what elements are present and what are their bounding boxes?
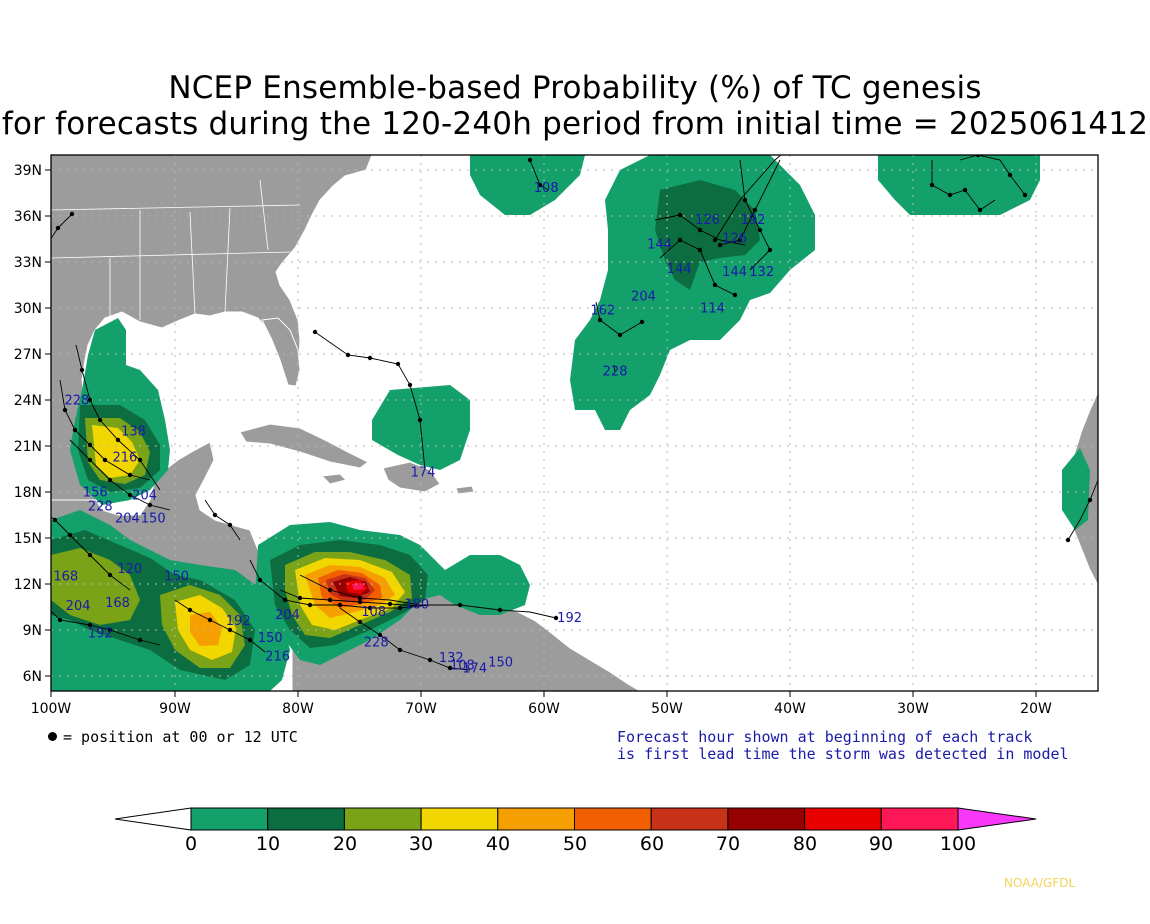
land-jamaica [320, 473, 347, 485]
track-label: 228 [603, 365, 628, 380]
track-label: 138 [121, 424, 146, 439]
track-label: 204 [132, 489, 157, 504]
lon-label: 70W [405, 701, 437, 717]
prob-shading [51, 155, 1090, 691]
track-label: 192 [88, 626, 113, 641]
track-label: 144 [647, 237, 672, 252]
track-label: 180 [404, 597, 429, 612]
lat-label: 27N [14, 347, 42, 363]
track-label: 150 [164, 570, 189, 585]
land-puerto-rico [455, 485, 475, 495]
track-label: 108 [361, 605, 386, 620]
lat-label: 12N [14, 577, 42, 593]
shade-10 [1062, 448, 1090, 530]
shade-20 [655, 180, 760, 290]
track-label: 204 [66, 599, 91, 614]
title-line-2: for forecasts during the 120-240h period… [1, 106, 1149, 142]
track-label: 144 [722, 265, 747, 280]
track-label: 144 [667, 262, 692, 277]
lat-label: 15N [14, 531, 42, 547]
lon-label: 50W [651, 701, 683, 717]
lon-label: 80W [282, 701, 314, 717]
state-borders [51, 179, 301, 320]
position-legend: = position at 00 or 12 UTC [48, 728, 298, 746]
track-label: 162 [590, 303, 615, 318]
shade-100 [352, 583, 364, 590]
position-legend-text: = position at 00 or 12 UTC [63, 728, 298, 746]
track-label: 228 [64, 394, 89, 409]
track-label: 228 [88, 499, 113, 514]
shade-30 [51, 548, 140, 625]
lon-label: 90W [159, 701, 191, 717]
forecast-hour-note-1: Forecast hour shown at beginning of each… [617, 728, 1033, 746]
track-label: 192 [557, 611, 582, 626]
track-label: 174 [462, 662, 487, 677]
track-label: 150 [258, 631, 283, 646]
lon-label: 30W [897, 701, 929, 717]
track-label: 228 [364, 636, 389, 651]
lon-label: 60W [528, 701, 560, 717]
track-label: 204 [275, 608, 300, 623]
track-label: 192 [226, 614, 251, 629]
lat-labels: 39N 36N 33N 30N 27N 24N 21N 18N 15N 12N … [14, 163, 42, 685]
track-label: 108 [450, 659, 475, 674]
land-hispaniola [382, 461, 441, 493]
track-label: 132 [439, 651, 464, 666]
track-label: 204 [115, 512, 140, 527]
lat-label: 21N [14, 439, 42, 455]
track-label: 126 [695, 213, 720, 228]
track-label: 150 [141, 512, 166, 527]
noaa-gfdl-credit: NOAA/GFDL [1004, 876, 1076, 890]
lon-labels: 100W 90W 80W 70W 60W 50W 40W 30W 20W [31, 701, 1052, 717]
lat-label: 36N [14, 209, 42, 225]
track-label: 126 [722, 231, 747, 246]
lon-label: 100W [31, 701, 72, 717]
lat-label: 18N [14, 485, 42, 501]
track-points [52, 155, 1093, 671]
shade-40 [92, 425, 140, 478]
track-label: 168 [105, 596, 130, 611]
lon-label: 20W [1020, 701, 1052, 717]
land-florida [261, 317, 301, 387]
lat-label: 30N [14, 301, 42, 317]
lon-label: 40W [774, 701, 806, 717]
position-dot-icon [48, 732, 57, 741]
track-label: 108 [534, 181, 559, 196]
track-label: 216 [265, 649, 290, 664]
land-cuba [239, 423, 369, 469]
track-label: 150 [488, 656, 513, 671]
track-label: 192 [741, 213, 766, 228]
shade-50 [190, 612, 222, 646]
track-label: 120 [117, 562, 142, 577]
forecast-hour-note-2: is first lead time the storm was detecte… [617, 745, 1069, 763]
lat-label: 9N [23, 623, 42, 639]
shade-10 [878, 155, 1040, 215]
title-line-1: NCEP Ensemble-based Probability (%) of T… [168, 70, 982, 106]
map-frame [50, 154, 1099, 692]
lat-label: 39N [14, 163, 42, 179]
track-label: 216 [112, 450, 137, 465]
lat-label: 33N [14, 255, 42, 271]
track-label: 204 [631, 290, 656, 305]
lat-label: 6N [23, 669, 42, 685]
track-label: 114 [700, 302, 725, 317]
tick-marks [45, 169, 1037, 697]
gridlines [51, 155, 1098, 691]
track-label: 168 [53, 570, 78, 585]
lat-label: 24N [14, 393, 42, 409]
track-label: 156 [83, 486, 108, 501]
track-label: 132 [749, 265, 774, 280]
track-label: 174 [411, 466, 436, 481]
